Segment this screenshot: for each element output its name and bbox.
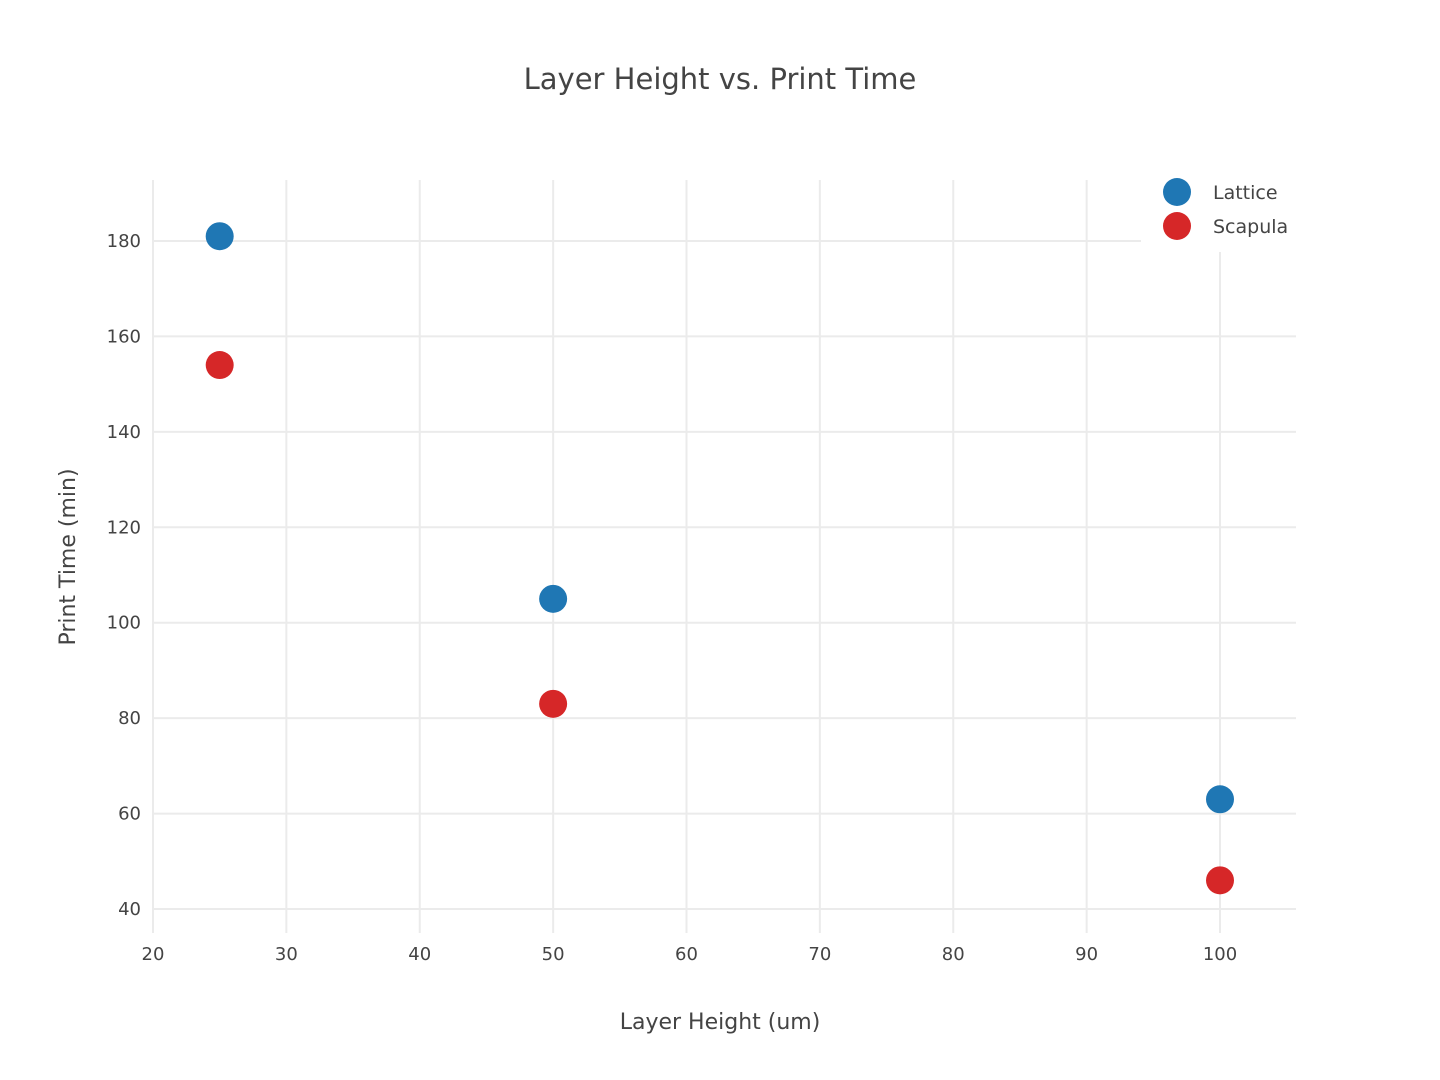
data-point-lattice[interactable] [205,222,234,251]
legend-label-scapula[interactable]: Scapula [1213,216,1288,238]
tick-labels: 20 30 40 50 60 70 80 90 100 40 60 80 100 120 140 160 180 [107,231,1238,965]
legend-label-lattice[interactable]: Lattice [1213,182,1278,204]
x-tick-label: 30 [275,944,298,965]
data-points [205,222,1234,895]
y-tick-label: 180 [107,231,141,252]
x-tick-label: 70 [808,944,831,965]
x-tick-label: 20 [142,944,165,965]
grid [152,180,1296,933]
data-point-scapula[interactable] [539,689,568,718]
y-tick-label: 100 [107,613,141,634]
x-axis-title: Layer Height (um) [620,1010,821,1035]
chart-title: Layer Height vs. Print Time [524,62,917,96]
y-axis-title: Print Time (min) [56,468,81,645]
x-tick-label: 40 [408,944,431,965]
y-tick-label: 160 [107,326,141,347]
legend-marker-scapula[interactable] [1163,212,1191,240]
x-tick-label: 100 [1203,944,1237,965]
data-point-scapula[interactable] [205,351,234,380]
x-tick-label: 60 [675,944,698,965]
x-tick-label: 50 [542,944,565,965]
y-tick-label: 140 [107,422,141,443]
legend[interactable]: Lattice Scapula [1141,170,1296,252]
y-tick-label: 40 [118,899,141,920]
data-point-lattice[interactable] [539,584,568,613]
y-tick-label: 60 [118,804,141,825]
x-tick-label: 90 [1075,944,1098,965]
data-point-lattice[interactable] [1206,785,1234,814]
y-tick-label: 120 [107,517,141,538]
x-tick-label: 80 [942,944,965,965]
data-point-scapula[interactable] [1206,866,1234,895]
legend-marker-lattice[interactable] [1163,178,1191,206]
y-tick-label: 80 [118,708,141,729]
